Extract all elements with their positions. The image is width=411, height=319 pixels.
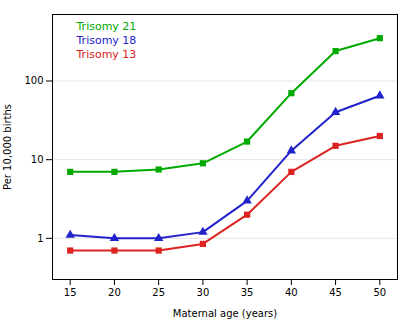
svg-text:20: 20 — [108, 287, 121, 298]
svg-text:100: 100 — [24, 75, 43, 86]
svg-text:Trisomy 21: Trisomy 21 — [76, 20, 137, 33]
svg-text:Per 10,000 births: Per 10,000 births — [2, 104, 13, 190]
svg-text:Maternal age (years): Maternal age (years) — [173, 308, 277, 319]
svg-text:50: 50 — [373, 287, 386, 298]
svg-text:35: 35 — [241, 287, 254, 298]
svg-text:15: 15 — [64, 287, 77, 298]
svg-text:45: 45 — [329, 287, 342, 298]
svg-text:10: 10 — [31, 154, 44, 165]
svg-text:Trisomy 13: Trisomy 13 — [76, 48, 137, 61]
svg-text:Trisomy 18: Trisomy 18 — [76, 34, 137, 47]
svg-text:40: 40 — [285, 287, 298, 298]
svg-text:25: 25 — [152, 287, 165, 298]
svg-text:1: 1 — [37, 233, 43, 244]
svg-text:30: 30 — [197, 287, 210, 298]
